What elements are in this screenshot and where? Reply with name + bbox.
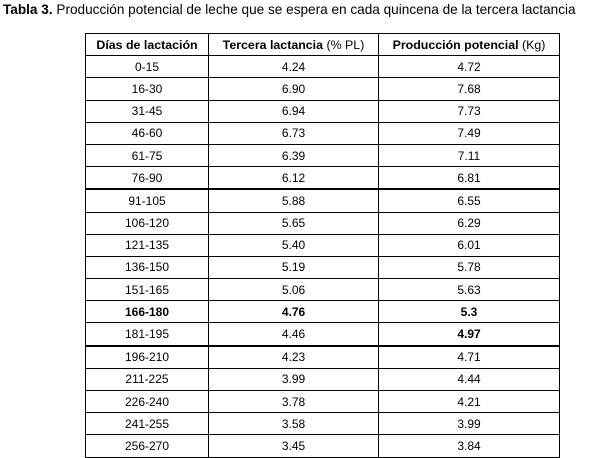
cell-pct: 3.58	[208, 412, 379, 436]
cell-pct: 5.19	[208, 255, 379, 280]
table-row: 121-135 5.40 6.01	[85, 233, 560, 257]
table-row: 0-15 4.24 4.72	[85, 55, 560, 79]
cell-kg: 4.72	[378, 55, 560, 79]
cell-dias: 181-195	[85, 322, 209, 347]
cell-pct: 6.94	[208, 99, 379, 123]
table-row: 151-165 5.06 5.63	[85, 278, 560, 302]
cell-pct: 5.40	[208, 233, 379, 257]
caption-label: Tabla 3.	[3, 2, 53, 17]
cell-kg: 3.99	[378, 412, 560, 436]
table-row-highlight: 166-180 4.76 5.3	[85, 300, 560, 324]
table-row: 46-60 6.73 7.49	[85, 121, 560, 145]
cell-dias: 196-210	[85, 344, 209, 369]
cell-dias: 76-90	[85, 166, 209, 190]
cell-dias: 121-135	[85, 233, 209, 257]
cell-kg: 6.81	[378, 166, 560, 190]
table-row: 241-255 3.58 3.99	[85, 412, 560, 436]
cell-pct: 6.90	[208, 77, 379, 101]
cell-pct: 4.46	[208, 322, 379, 347]
table-row: 196-210 4.23 4.71	[85, 344, 560, 369]
cell-kg: 3.84	[378, 434, 560, 458]
cell-kg: 7.73	[378, 99, 560, 123]
cell-dias: 151-165	[85, 278, 209, 302]
table-caption: Tabla 3. Producción potencial de leche q…	[3, 2, 576, 17]
cell-kg: 7.68	[378, 77, 560, 101]
cell-dias: 241-255	[85, 412, 209, 436]
table-row: 181-195 4.46 4.97	[85, 322, 560, 347]
cell-kg: 6.55	[378, 188, 560, 213]
table-row: 136-150 5.19 5.78	[85, 255, 560, 280]
lactation-table: Días de lactación Tercera lactancia (% P…	[85, 32, 560, 458]
table-row: 211-225 3.99 4.44	[85, 367, 560, 392]
cell-pct: 4.23	[208, 344, 379, 369]
table-row: 226-240 3.78 4.21	[85, 389, 560, 414]
cell-kg: 4.21	[378, 389, 560, 414]
cell-pct: 5.88	[208, 188, 379, 213]
cell-pct: 5.06	[208, 278, 379, 302]
table-row: 106-120 5.65 6.29	[85, 211, 560, 235]
cell-pct: 3.45	[208, 434, 379, 458]
caption-text: Producción potencial de leche que se esp…	[56, 2, 576, 17]
cell-dias: 211-225	[85, 367, 209, 392]
table-row: 91-105 5.88 6.55	[85, 188, 560, 213]
header-dias: Días de lactación	[85, 32, 209, 57]
cell-kg: 6.29	[378, 211, 560, 235]
table-row: 61-75 6.39 7.11	[85, 143, 560, 168]
cell-dias: 166-180	[85, 300, 209, 324]
cell-kg: 7.11	[378, 143, 560, 168]
cell-pct: 4.24	[208, 55, 379, 79]
cell-kg: 4.71	[378, 344, 560, 369]
cell-dias: 136-150	[85, 255, 209, 280]
cell-pct: 4.76	[208, 300, 379, 324]
cell-kg: 4.97	[378, 322, 560, 347]
cell-dias: 91-105	[85, 188, 209, 213]
cell-dias: 46-60	[85, 121, 209, 145]
cell-dias: 61-75	[85, 143, 209, 168]
cell-dias: 226-240	[85, 389, 209, 414]
cell-pct: 5.65	[208, 211, 379, 235]
cell-dias: 106-120	[85, 211, 209, 235]
table-row: 16-30 6.90 7.68	[85, 77, 560, 101]
cell-dias: 0-15	[85, 55, 209, 79]
header-row: Días de lactación Tercera lactancia (% P…	[85, 32, 560, 57]
cell-pct: 3.78	[208, 389, 379, 414]
cell-kg: 5.63	[378, 278, 560, 302]
table-row: 256-270 3.45 3.84	[85, 434, 560, 458]
cell-kg: 4.44	[378, 367, 560, 392]
cell-dias: 256-270	[85, 434, 209, 458]
header-tercera-lactancia: Tercera lactancia (% PL)	[208, 32, 379, 57]
cell-dias: 31-45	[85, 99, 209, 123]
cell-kg: 6.01	[378, 233, 560, 257]
cell-kg: 5.3	[378, 300, 560, 324]
cell-pct: 3.99	[208, 367, 379, 392]
cell-kg: 5.78	[378, 255, 560, 280]
cell-pct: 6.39	[208, 143, 379, 168]
cell-pct: 6.12	[208, 166, 379, 190]
cell-kg: 7.49	[378, 121, 560, 145]
cell-dias: 16-30	[85, 77, 209, 101]
header-produccion-potencial: Producción potencial (Kg)	[378, 32, 560, 57]
cell-pct: 6.73	[208, 121, 379, 145]
table-row: 76-90 6.12 6.81	[85, 166, 560, 190]
table-row: 31-45 6.94 7.73	[85, 99, 560, 123]
